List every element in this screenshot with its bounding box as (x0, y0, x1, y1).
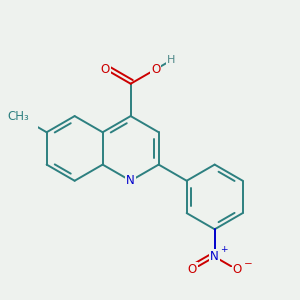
Text: +: + (220, 244, 228, 253)
Text: O: O (101, 63, 110, 76)
Text: O: O (188, 263, 197, 276)
Text: O: O (151, 63, 160, 76)
Text: CH₃: CH₃ (8, 110, 29, 123)
Text: −: − (244, 259, 253, 269)
Text: N: N (126, 174, 135, 187)
Text: H: H (167, 55, 176, 65)
Text: N: N (210, 250, 219, 263)
Text: O: O (232, 263, 242, 276)
